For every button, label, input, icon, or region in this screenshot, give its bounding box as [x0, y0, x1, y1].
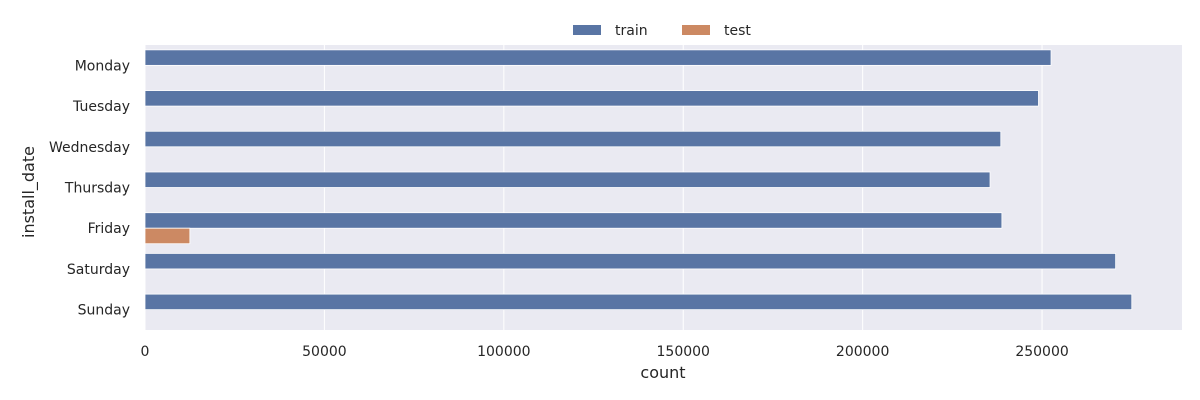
x-tick-label: 150000: [657, 344, 710, 360]
x-tick-label: 50000: [302, 344, 347, 360]
x-tick-labels: 0 50000 100000 150000 200000 250000: [141, 344, 1069, 360]
y-tick-label: Monday: [75, 58, 130, 74]
bars: [144, 49, 1133, 311]
y-tick-label: Wednesday: [49, 140, 130, 156]
legend: train test: [573, 23, 751, 39]
y-tick-label: Thursday: [64, 181, 130, 197]
bar-train-wednesday: [144, 130, 1002, 148]
y-tick-label: Friday: [88, 221, 130, 237]
y-tick-label: Sunday: [78, 303, 130, 319]
bar-train-monday: [144, 49, 1052, 66]
x-tick-label: 250000: [1015, 344, 1068, 360]
bar-test-friday: [144, 227, 191, 245]
legend-label-test: test: [724, 23, 751, 39]
bar-train-saturday: [144, 253, 1117, 270]
y-tick-labels: Monday Tuesday Wednesday Thursday Friday Satu…: [49, 58, 130, 318]
x-tick-label: 100000: [477, 344, 530, 360]
legend-swatch-train: [573, 25, 601, 35]
y-tick-label: Saturday: [67, 262, 130, 278]
y-tick-label: Tuesday: [72, 99, 130, 115]
legend-label-train: train: [615, 23, 648, 39]
x-tick-label: 0: [141, 344, 150, 360]
x-tick-label: 200000: [836, 344, 889, 360]
bar-train-sunday: [144, 293, 1133, 311]
y-axis-title: install_date: [19, 146, 39, 238]
x-axis-title: count: [640, 363, 685, 382]
bar-train-thursday: [144, 171, 991, 188]
legend-swatch-test: [682, 25, 710, 35]
bar-train-tuesday: [144, 90, 1039, 107]
bar-train-friday: [144, 212, 1003, 229]
